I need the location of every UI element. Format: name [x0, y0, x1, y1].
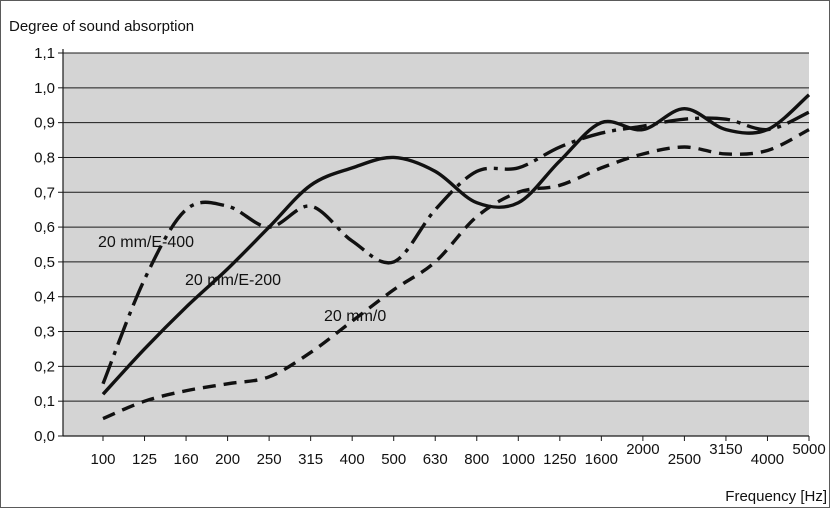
series-line-0 [101, 110, 810, 385]
axes: 0,0 0,1 0,2 0,3 0,4 0,5 0,6 0,7 0,8 0,9 1,0 1,1 100 1… [34, 45, 826, 468]
x-tick-label: 630 [423, 451, 448, 468]
x-tick-label: 400 [340, 451, 365, 468]
x-tick-label: 5000 [792, 441, 825, 458]
x-tick-label: 3150 [709, 441, 742, 458]
plot-area [63, 53, 809, 436]
y-tick-label: 0,3 [34, 324, 55, 341]
x-tick-label: 1250 [543, 451, 576, 468]
y-tick-label: 0,2 [34, 358, 55, 375]
x-tick-label: 4000 [751, 451, 784, 468]
x-tick-label: 1000 [502, 451, 535, 468]
series-label-0: 20 mm/0 [324, 308, 386, 325]
x-tick-label: 800 [464, 451, 489, 468]
y-tick-label: 0,4 [34, 289, 55, 306]
gridlines [63, 52, 809, 402]
x-tick-label: 125 [132, 451, 157, 468]
y-axis-title: Degree of sound absorption [9, 18, 194, 35]
y-tick-label: 1,1 [34, 45, 55, 62]
y-tick-label: 0,9 [34, 115, 55, 132]
x-tick-label: 100 [90, 451, 115, 468]
y-tick-label: 0,0 [34, 428, 55, 445]
series-label-e400: 20 mm/E-400 [98, 234, 194, 251]
y-tick-label: 0,1 [34, 393, 55, 410]
x-tick-label: 160 [174, 451, 199, 468]
series-line-1 [101, 93, 811, 396]
y-tick-label: 0,7 [34, 184, 55, 201]
x-tick-label: 2500 [668, 451, 701, 468]
y-tick-label: 1,0 [34, 80, 55, 97]
x-axis-title: Frequency [Hz] [725, 488, 827, 505]
series-lines [101, 93, 811, 421]
x-tick-label: 2000 [626, 441, 659, 458]
x-tick-label: 250 [257, 451, 282, 468]
x-tick-label: 200 [215, 451, 240, 468]
x-tick-label: 315 [298, 451, 323, 468]
y-tick-label: 0,8 [34, 149, 55, 166]
series-line-2 [102, 128, 810, 421]
x-tick-label: 1600 [585, 451, 618, 468]
series-label-e200: 20 mm/E-200 [185, 272, 281, 289]
y-tick-label: 0,6 [34, 219, 55, 236]
x-tick-label: 500 [381, 451, 406, 468]
y-tick-label: 0,5 [34, 254, 55, 271]
